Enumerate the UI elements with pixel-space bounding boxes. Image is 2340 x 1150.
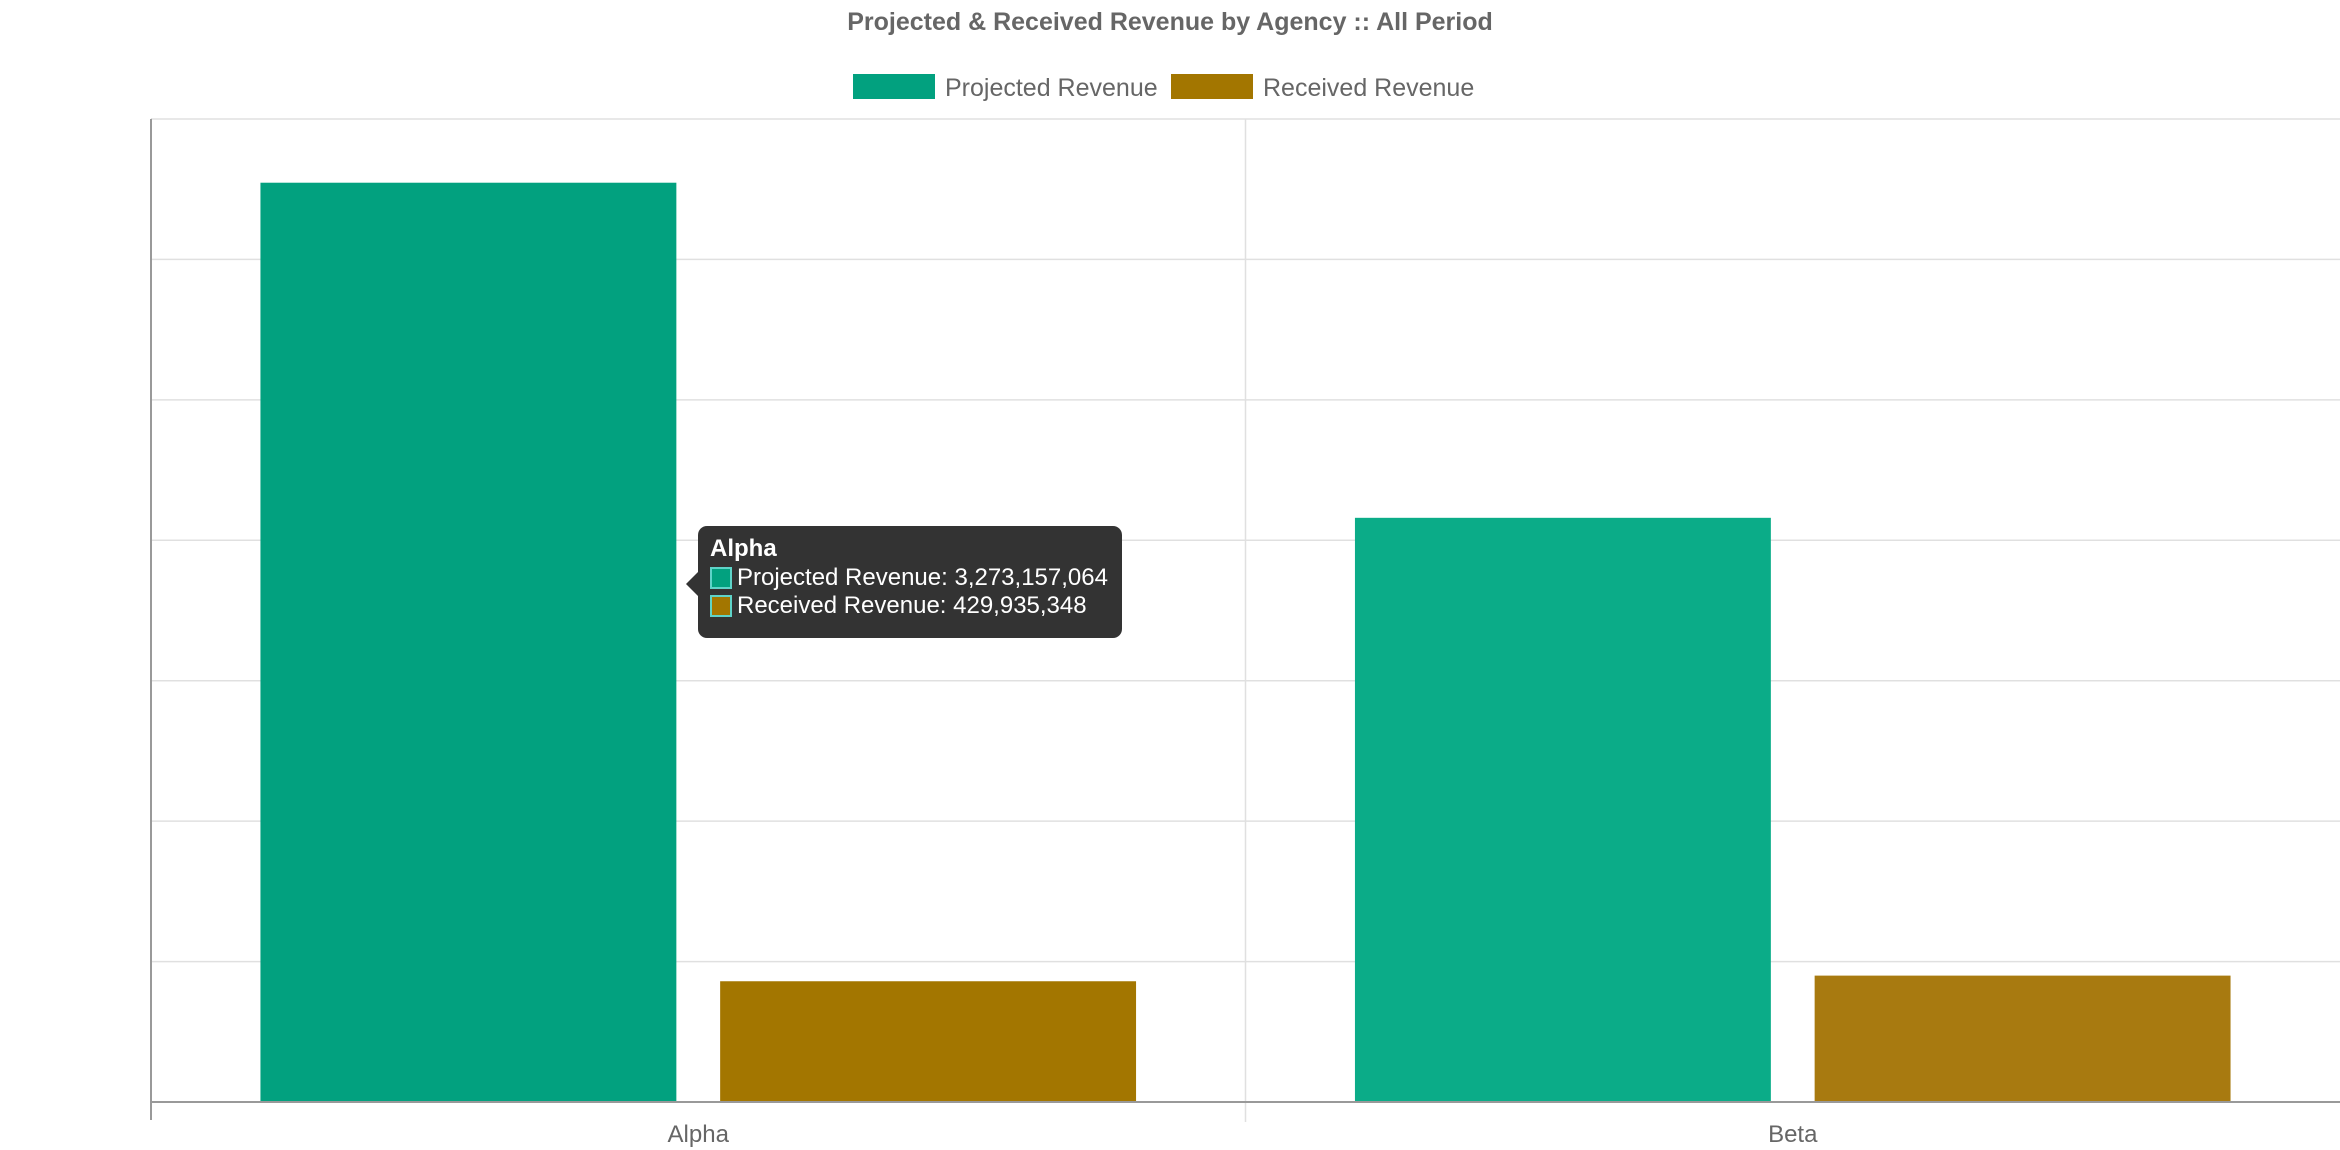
- tooltip-swatch-projected: [710, 567, 732, 589]
- legend-label-1: Received Revenue: [1263, 74, 1474, 102]
- tooltip-label-projected: Projected Revenue: 3,273,157,064: [737, 564, 1108, 591]
- bar-alpha-projected: [260, 182, 677, 1103]
- tooltip-row-projected: Projected Revenue: 3,273,157,064: [710, 564, 1110, 592]
- x-tick-label-beta: Beta: [1768, 1121, 1818, 1148]
- tooltip-label-received: Received Revenue: 429,935,348: [737, 592, 1087, 619]
- x-tick-label-alpha: Alpha: [668, 1121, 730, 1148]
- bar-alpha-received: [720, 981, 1137, 1102]
- tooltip-title: Alpha: [710, 535, 777, 562]
- tooltip-row-received: Received Revenue: 429,935,348: [710, 592, 1110, 620]
- bar-beta-projected: [1354, 517, 1771, 1102]
- tooltip-swatch-received: [710, 595, 732, 617]
- tooltip-caret: [686, 572, 698, 596]
- legend-swatch-0: [853, 74, 935, 99]
- chart-tooltip: Alpha Projected Revenue: 3,273,157,064 R…: [686, 526, 1122, 638]
- legend-swatch-1: [1171, 74, 1253, 99]
- chart-title: Projected & Received Revenue by Agency :…: [847, 8, 1493, 36]
- legend-label-0: Projected Revenue: [945, 74, 1158, 102]
- bar-beta-received: [1814, 975, 2231, 1102]
